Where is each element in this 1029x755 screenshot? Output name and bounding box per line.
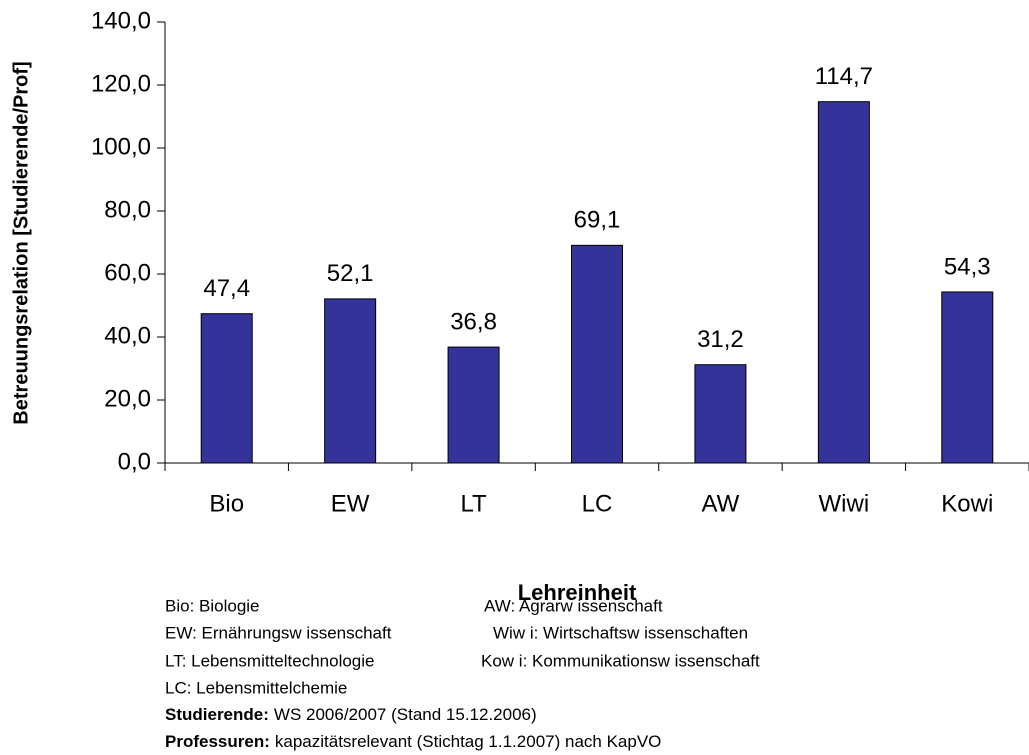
abbreviation-note: LC: Lebensmittelchemie	[165, 678, 347, 697]
bar	[447, 346, 500, 464]
bar	[817, 101, 870, 464]
abbreviation-note: Wiw i: Wirtschaftsw issenschaften	[493, 623, 748, 642]
y-tick-label: 0,0	[118, 448, 151, 475]
x-tick-label: LC	[582, 490, 613, 517]
x-tick-label: Bio	[209, 490, 244, 517]
bar	[941, 291, 994, 464]
y-tick-label: 40,0	[104, 322, 151, 349]
source-note-label: Professuren:	[165, 732, 270, 751]
value-label: 54,3	[944, 253, 991, 280]
x-tick-label: AW	[702, 490, 740, 517]
abbreviation-note: Kow i: Kommunikationsw issenschaft	[481, 651, 760, 670]
value-label: 69,1	[574, 207, 621, 234]
abbreviation-note: AW: Agrarw issenschaft	[484, 596, 663, 615]
bar	[324, 298, 377, 464]
abbreviation-note: EW: Ernährungsw issenschaft	[165, 623, 392, 642]
x-axis-label: Lehreinheit	[518, 580, 637, 605]
y-tick-label: 100,0	[91, 133, 151, 160]
y-tick-label: 120,0	[91, 70, 151, 97]
abbreviation-note: LT: Lebensmitteltechnologie	[165, 651, 375, 670]
bar	[694, 364, 747, 464]
bar	[200, 313, 253, 464]
abbreviation-note: Bio: Biologie	[165, 596, 260, 615]
x-tick-label: Wiwi	[819, 490, 870, 517]
value-label: 52,1	[327, 260, 374, 287]
x-tick-label: LT	[460, 490, 487, 517]
y-tick-label: 20,0	[104, 385, 151, 412]
x-tick-label: EW	[331, 490, 370, 517]
y-tick-label: 140,0	[91, 7, 151, 34]
bar	[571, 244, 623, 464]
source-note: Professuren: kapazitätsrelevant (Stichtag…	[165, 732, 661, 751]
source-note: Studierende: WS 2006/2007 (Stand 15.12.20…	[165, 705, 537, 724]
x-tick-label: Kowi	[941, 490, 993, 517]
source-note-text: kapazitätsrelevant (Stichtag 1.1.2007) n…	[275, 732, 662, 751]
value-label: 31,2	[697, 326, 744, 353]
y-axis-label: Betreuungsrelation [Studierende/Prof]	[10, 61, 32, 424]
value-label: 47,4	[203, 275, 250, 302]
value-label: 114,7	[815, 63, 873, 90]
y-tick-label: 60,0	[104, 259, 151, 286]
source-note-text: WS 2006/2007 (Stand 15.12.2006)	[274, 705, 537, 724]
source-note-label: Studierende:	[165, 705, 269, 724]
value-label: 36,8	[450, 308, 497, 335]
y-tick-label: 80,0	[104, 196, 151, 223]
